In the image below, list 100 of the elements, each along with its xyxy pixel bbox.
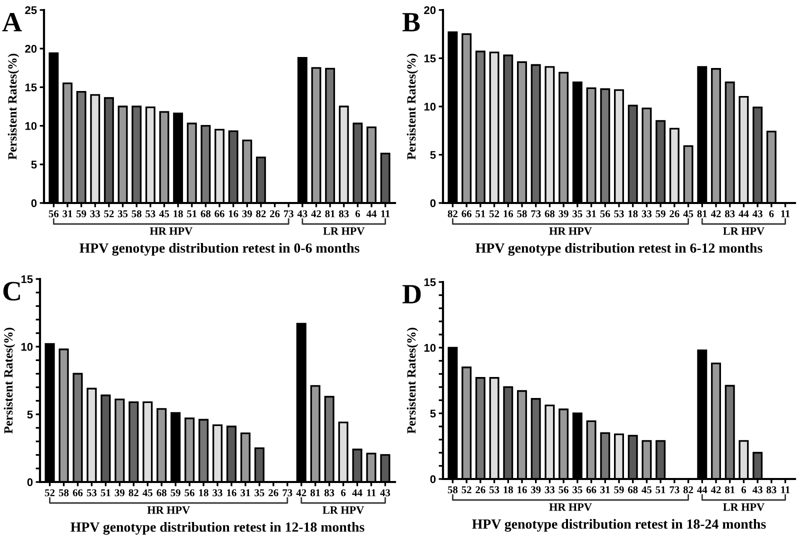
text: LR HPV bbox=[723, 227, 764, 235]
x-tick-label: 68 bbox=[156, 489, 166, 496]
text: LR HPV bbox=[322, 506, 364, 514]
x-tick-label: 59 bbox=[614, 486, 624, 494]
x-tick-label: 18 bbox=[504, 486, 513, 494]
y-axis-title: Persistent Rates(%) bbox=[8, 54, 20, 160]
x-tick-label: 26 bbox=[670, 210, 680, 218]
x-tick-label: 42 bbox=[296, 489, 306, 496]
x-tick-label: 58 bbox=[58, 489, 69, 496]
x-tick-label: 83 bbox=[725, 210, 735, 218]
y-tick-label: 20 bbox=[25, 44, 37, 53]
x-tick-label: 33 bbox=[212, 489, 222, 496]
text: LR HPV bbox=[323, 227, 365, 235]
x-tick-label: 53 bbox=[614, 210, 624, 218]
x-tick-label: 11 bbox=[781, 486, 790, 494]
x-tick-label: 6 bbox=[341, 489, 346, 496]
x-tick-label: 81 bbox=[325, 210, 335, 218]
x-tick-label: 16 bbox=[518, 486, 527, 494]
x-tick-label: 31 bbox=[600, 486, 610, 494]
x-tick-label: 56 bbox=[184, 489, 194, 496]
x-tick-label: 51 bbox=[656, 486, 666, 494]
x-tick-label: 52 bbox=[44, 489, 55, 496]
x-tick-label: 26 bbox=[268, 489, 278, 496]
x-tick-label: 44 bbox=[352, 489, 362, 496]
x-tick-label: 52 bbox=[489, 210, 500, 218]
text: HR HPV bbox=[150, 227, 192, 235]
text: HR HPV bbox=[147, 506, 190, 514]
x-tick-label: 39 bbox=[531, 486, 541, 494]
x-tick-label: 82 bbox=[448, 210, 458, 218]
x-tick-label: 18 bbox=[628, 210, 638, 218]
x-tick-label: 66 bbox=[214, 210, 224, 218]
x-tick-label: 82 bbox=[128, 489, 138, 496]
x-tick-label: 18 bbox=[174, 210, 183, 218]
x-tick-label: 59 bbox=[76, 210, 86, 218]
x-tick-label: 59 bbox=[656, 210, 666, 218]
x-tick-label: 31 bbox=[586, 210, 596, 218]
y-tick-label: 15 bbox=[424, 278, 436, 286]
x-tick-label: 44 bbox=[366, 210, 377, 218]
x-tick-label: 58 bbox=[132, 210, 142, 218]
x-tick-label: 43 bbox=[752, 210, 762, 218]
x-tick-label: 42 bbox=[710, 210, 721, 218]
x-tick-label: 45 bbox=[142, 489, 152, 496]
y-tick-label: 5 bbox=[430, 410, 436, 418]
x-tick-label: 52 bbox=[462, 486, 472, 494]
x-tick-label: 11 bbox=[381, 210, 390, 218]
x-tick-label: 33 bbox=[544, 486, 555, 494]
x-tick-label: 16 bbox=[228, 210, 238, 218]
x-tick-label: 26 bbox=[476, 486, 486, 494]
x-tick-label: 58 bbox=[517, 210, 527, 218]
x-tick-label: 73 bbox=[670, 486, 680, 494]
x-tick-label: 45 bbox=[159, 210, 170, 218]
x-tick-label: 6 bbox=[355, 210, 360, 218]
x-tick-label: 56 bbox=[48, 210, 59, 218]
y-tick-label: 10 bbox=[25, 122, 37, 130]
x-tick-label: 73 bbox=[284, 210, 294, 218]
x-tick-label: 66 bbox=[586, 486, 596, 494]
x-tick-label: 53 bbox=[146, 210, 156, 218]
x-tick-label: 43 bbox=[297, 210, 308, 218]
text: D bbox=[402, 285, 421, 304]
x-tick-label: 52 bbox=[104, 210, 114, 218]
x-tick-label: 83 bbox=[324, 489, 334, 496]
x-tick-label: 81 bbox=[725, 486, 735, 494]
y-tick-label: 20 bbox=[424, 6, 436, 14]
y-tick-label: 5 bbox=[31, 160, 37, 169]
x-tick-label: 45 bbox=[642, 486, 652, 494]
text: A bbox=[2, 12, 22, 32]
y-tick-label: 25 bbox=[25, 6, 37, 14]
y-tick-label: 0 bbox=[27, 478, 33, 486]
y-tick-label: 10 bbox=[21, 342, 33, 351]
x-tick-label: 81 bbox=[697, 210, 707, 218]
x-tick-label: 6 bbox=[741, 486, 746, 494]
y-axis-title: Persistent Rates(%) bbox=[4, 328, 16, 434]
x-tick-label: 73 bbox=[531, 210, 541, 218]
x-tick-label: 43 bbox=[752, 486, 762, 494]
x-tick-label: 66 bbox=[462, 210, 472, 218]
x-tick-label: 26 bbox=[270, 210, 280, 218]
x-axis-title: HPV genotype distribution retest in 18-24 months bbox=[472, 519, 766, 532]
y-tick-label: 0 bbox=[31, 199, 37, 208]
text: C bbox=[3, 282, 20, 301]
x-tick-label: 82 bbox=[256, 210, 266, 218]
y-tick-label: 15 bbox=[424, 54, 436, 62]
y-tick-label: 0 bbox=[430, 199, 436, 208]
y-tick-label: 15 bbox=[21, 275, 33, 284]
x-tick-label: 51 bbox=[187, 210, 197, 218]
x-tick-label: 83 bbox=[339, 210, 349, 218]
x-tick-label: 11 bbox=[781, 210, 790, 218]
x-tick-label: 56 bbox=[558, 486, 568, 494]
text: HR HPV bbox=[549, 503, 592, 511]
x-tick-label: 51 bbox=[476, 210, 486, 218]
x-tick-label: 6 bbox=[769, 210, 774, 218]
x-tick-label: 44 bbox=[738, 210, 749, 218]
x-axis-title: HPV genotype distribution retest in 6-12 months bbox=[476, 243, 762, 256]
x-tick-label: 68 bbox=[200, 210, 211, 218]
x-tick-label: 51 bbox=[100, 489, 110, 496]
y-tick-label: 10 bbox=[424, 102, 436, 111]
x-tick-label: 33 bbox=[642, 210, 652, 218]
x-tick-label: 35 bbox=[572, 210, 582, 218]
x-tick-label: 42 bbox=[311, 210, 321, 218]
x-tick-label: 16 bbox=[227, 489, 236, 496]
x-tick-label: 18 bbox=[199, 489, 208, 496]
